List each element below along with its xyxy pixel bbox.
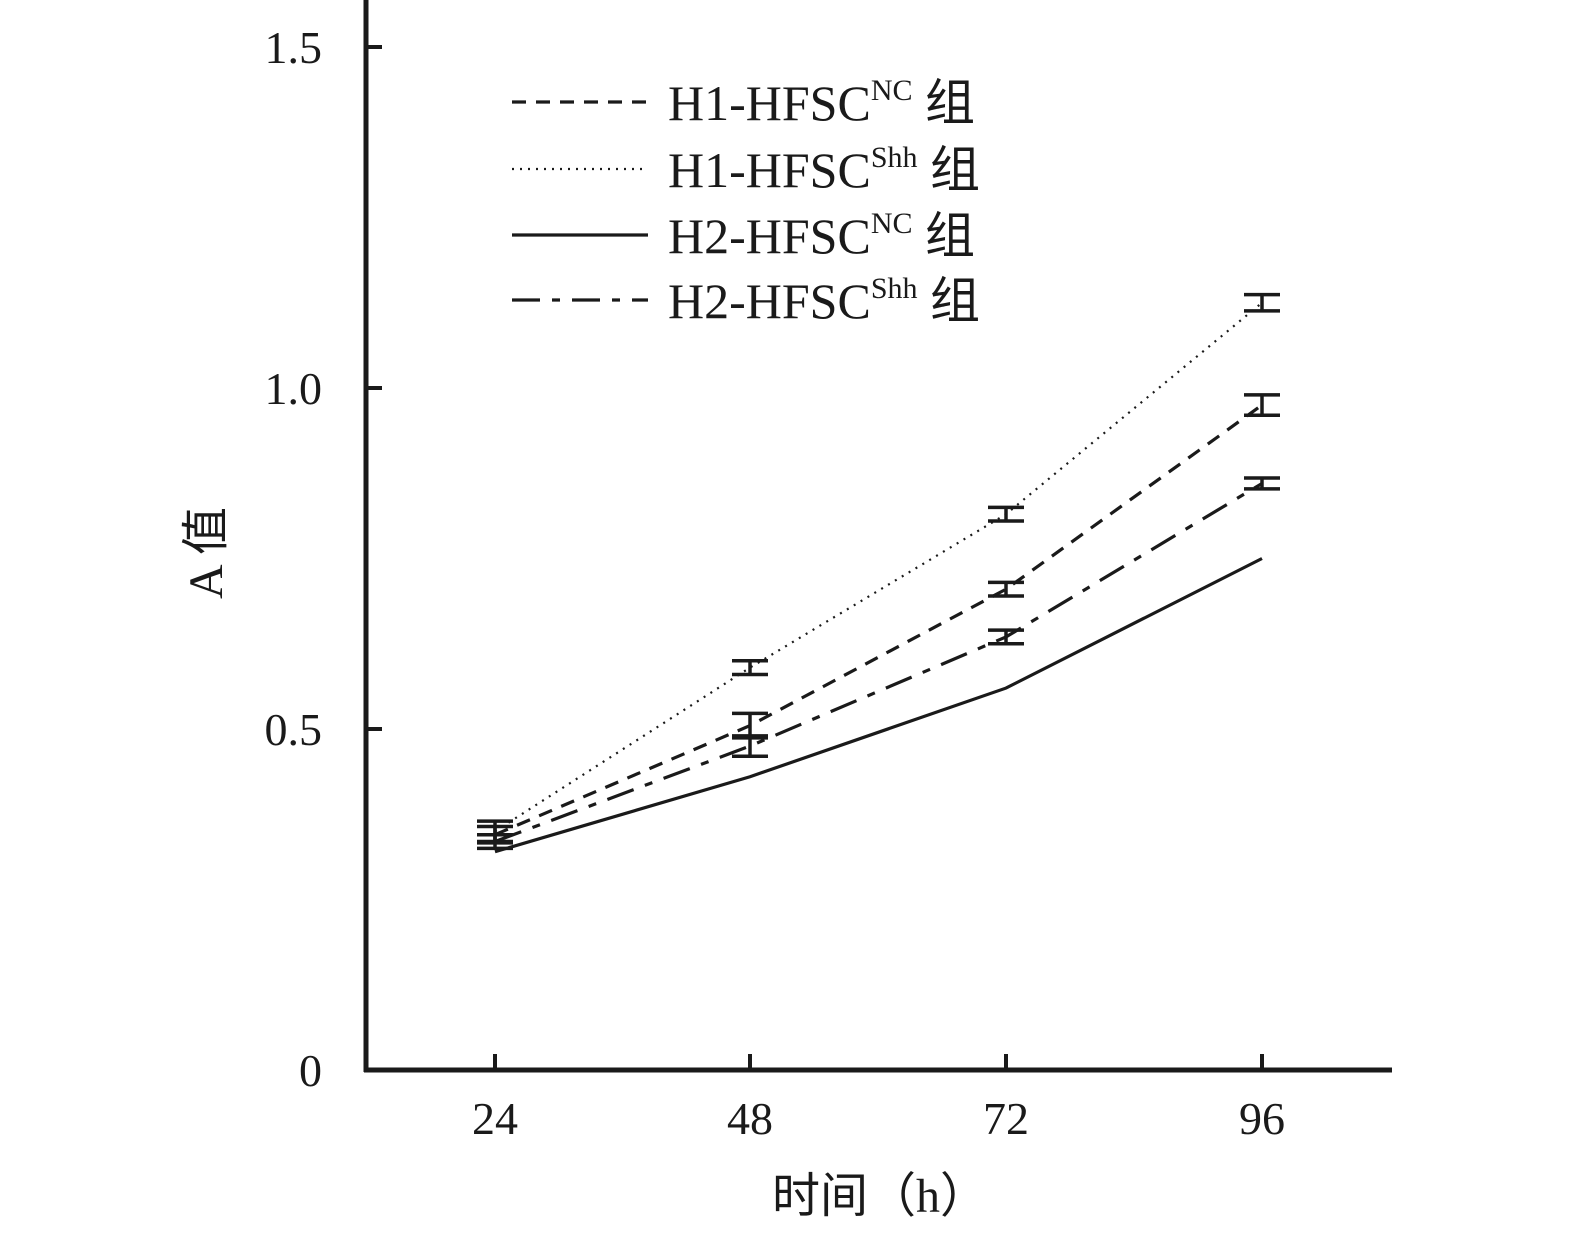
x-tick-label: 96: [1239, 1093, 1285, 1144]
series-line-3: [494, 557, 1263, 854]
x-tick-label: 48: [727, 1093, 773, 1144]
y-tick-label: 1.0: [265, 363, 323, 414]
legend-label-1: H1-HFSCNC 组: [668, 74, 975, 131]
series-line-4: [494, 482, 1263, 844]
y-tick-label: 0.5: [265, 704, 323, 755]
series-line-2: [494, 301, 1263, 833]
x-tick-label: 24: [472, 1093, 518, 1144]
legend-label-4: H2-HFSCShh 组: [668, 272, 980, 329]
x-axis-title: 时间（h）: [772, 1170, 988, 1223]
y-axis-title: A 值: [180, 507, 233, 599]
y-tick-label: 1.5: [265, 22, 323, 73]
legend-label-2: H1-HFSCShh 组: [668, 141, 980, 198]
series-line-1: [494, 403, 1263, 837]
y-tick-label: 0: [299, 1045, 322, 1096]
x-tick-label: 72: [983, 1093, 1029, 1144]
legend-label-3: H2-HFSCNC 组: [668, 207, 975, 264]
